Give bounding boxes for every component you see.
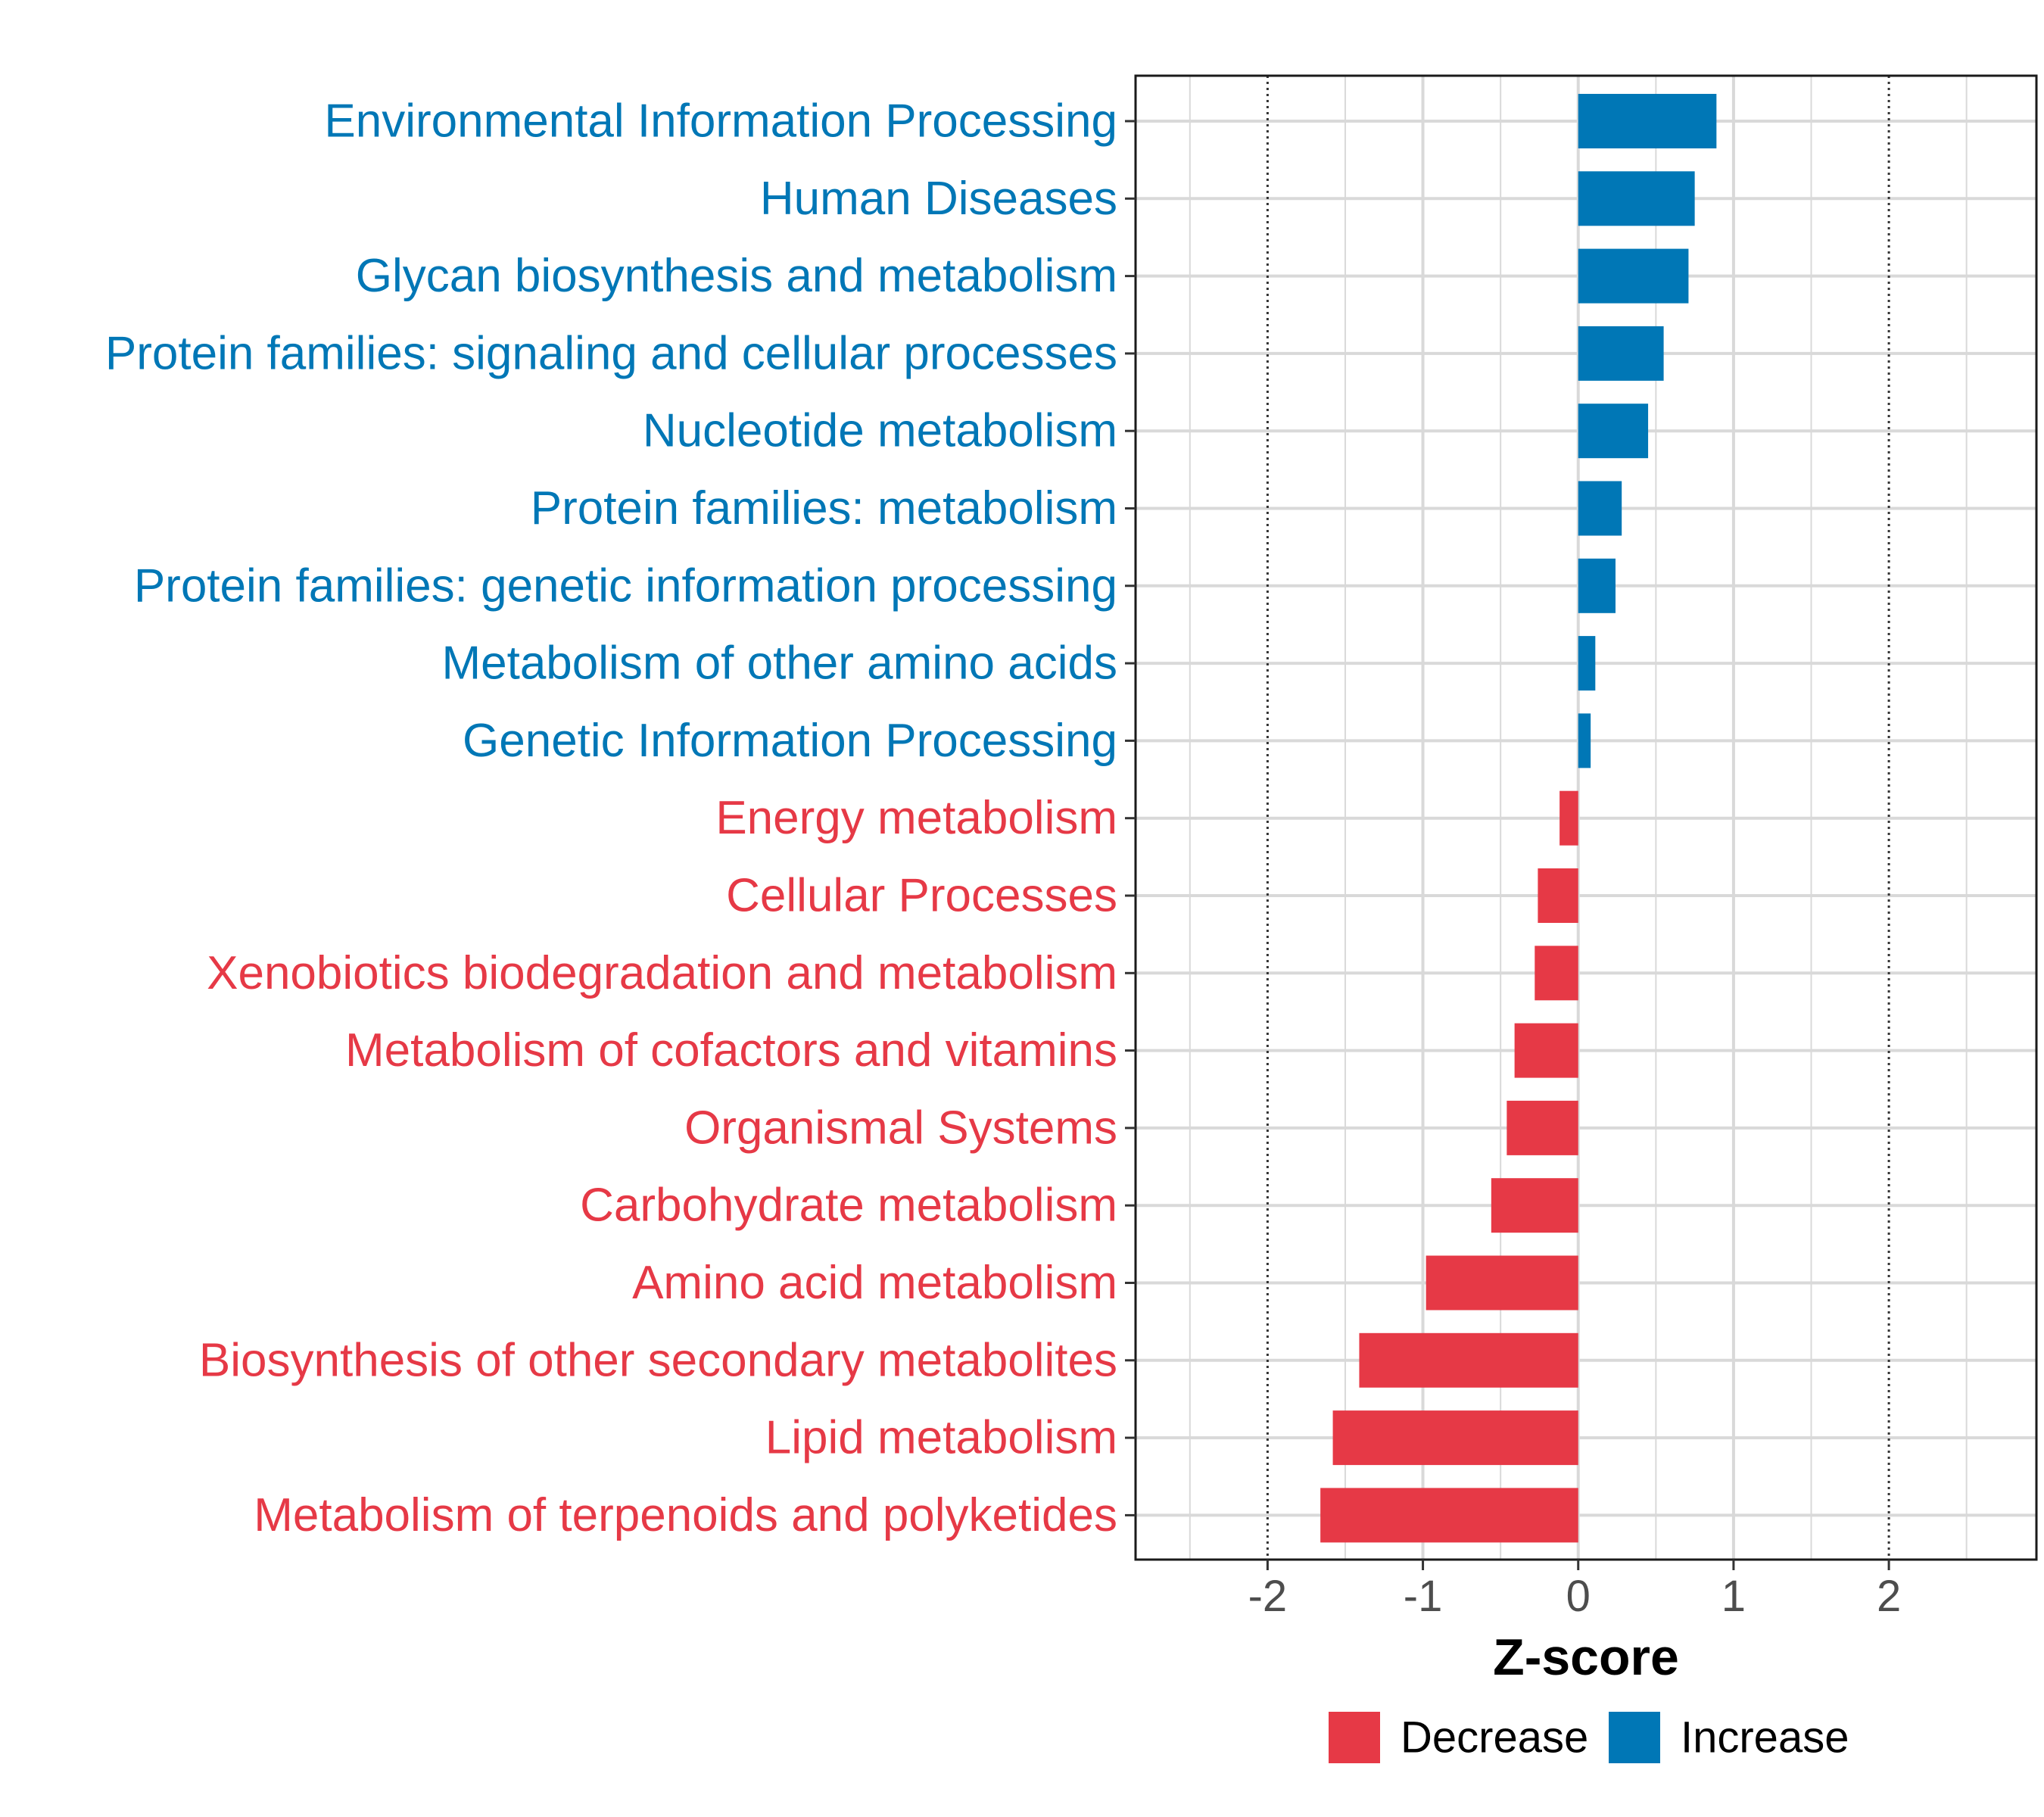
category-label: Protein families: genetic information pr… (134, 559, 1117, 612)
bar (1507, 1100, 1578, 1155)
category-label: Amino acid metabolism (632, 1257, 1117, 1309)
category-label: Protein families: signaling and cellular… (105, 327, 1117, 379)
reference-lines (1266, 76, 1890, 1560)
bar (1538, 868, 1578, 923)
bar (1320, 1488, 1578, 1543)
category-label: Protein families: metabolism (531, 482, 1117, 535)
bar (1514, 1023, 1578, 1078)
category-label: Lipid metabolism (765, 1412, 1117, 1464)
bar (1559, 790, 1578, 846)
category-label: Metabolism of terpenoids and polyketides (254, 1489, 1117, 1541)
category-label: Glycan biosynthesis and metabolism (356, 250, 1117, 302)
bar (1535, 946, 1578, 1001)
bar (1578, 171, 1695, 226)
bars (1320, 94, 1717, 1543)
bar (1578, 558, 1616, 613)
x-ticks: -2 -1 0 1 2 (1248, 1560, 1901, 1621)
y-ticks: Environmental Information Processing Huma… (105, 95, 1136, 1541)
bar (1578, 404, 1649, 459)
legend-swatch-increase (1609, 1712, 1660, 1763)
legend: Decrease Increase (1329, 1712, 1849, 1763)
bar (1578, 636, 1596, 691)
category-label: Energy metabolism (715, 792, 1117, 844)
x-tick-label: 1 (1722, 1572, 1746, 1621)
category-label: Biosynthesis of other secondary metaboli… (199, 1334, 1117, 1386)
category-label: Xenobiotics biodegradation and metabolis… (207, 947, 1117, 999)
category-label: Carbohydrate metabolism (580, 1180, 1117, 1232)
bar (1426, 1255, 1578, 1311)
bar (1491, 1178, 1578, 1233)
bar (1578, 326, 1664, 381)
x-tick-label: 2 (1877, 1572, 1901, 1621)
category-label: Human Diseases (760, 173, 1117, 225)
bar (1332, 1410, 1578, 1466)
category-label: Metabolism of cofactors and vitamins (345, 1024, 1117, 1077)
category-label: Metabolism of other amino acids (441, 637, 1117, 690)
bar (1578, 713, 1591, 768)
category-label: Cellular Processes (726, 870, 1117, 922)
category-label: Genetic Information Processing (463, 715, 1117, 767)
category-label: Organismal Systems (684, 1102, 1117, 1154)
bar (1359, 1332, 1578, 1388)
bar (1578, 481, 1622, 536)
x-axis-title: Z-score (1493, 1628, 1679, 1686)
category-label: Environmental Information Processing (324, 95, 1117, 148)
x-tick-label: 0 (1566, 1572, 1591, 1621)
category-label: Nucleotide metabolism (643, 405, 1117, 457)
x-tick-label: -1 (1404, 1572, 1443, 1621)
bar (1578, 248, 1689, 304)
legend-label-decrease: Decrease (1401, 1713, 1588, 1762)
legend-swatch-decrease (1329, 1712, 1380, 1763)
x-tick-label: -2 (1248, 1572, 1288, 1621)
legend-label-increase: Increase (1681, 1713, 1849, 1762)
bar (1578, 94, 1717, 148)
